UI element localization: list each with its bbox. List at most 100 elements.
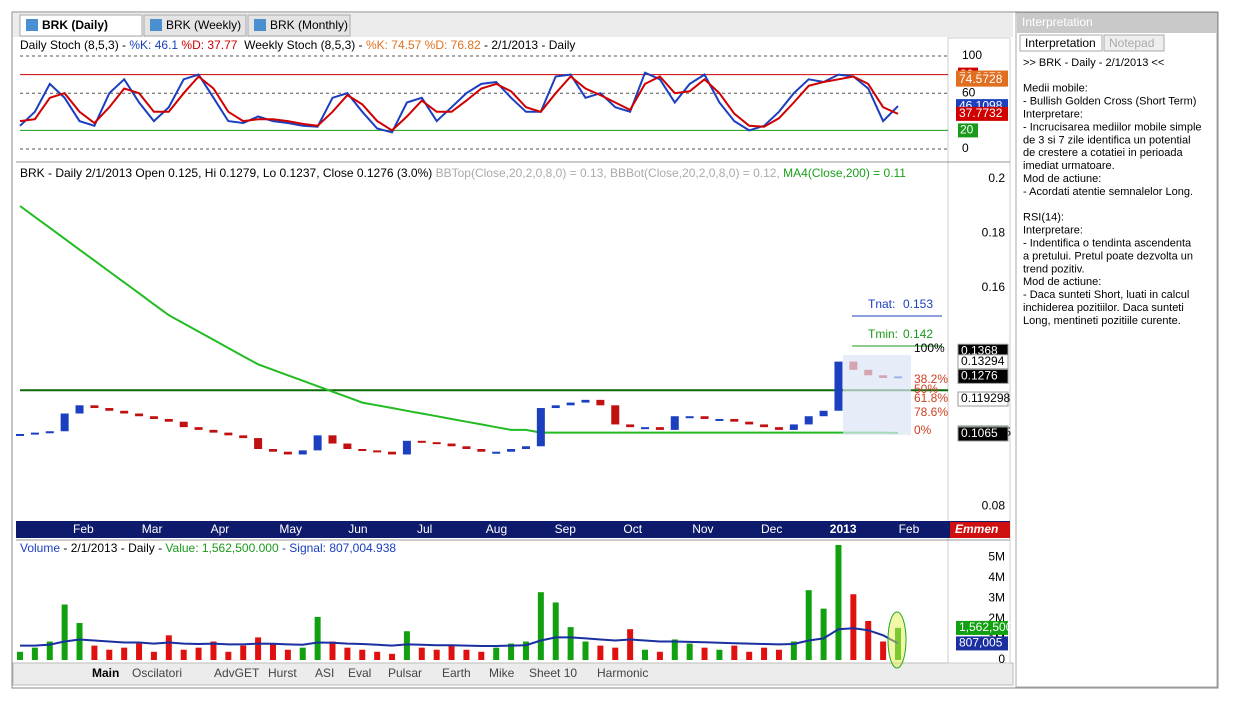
level-box: [958, 123, 978, 138]
panel-tab-label[interactable]: Notepad: [1109, 36, 1154, 50]
candle: [447, 443, 456, 447]
candle: [120, 410, 129, 414]
volume-bar: [731, 645, 738, 660]
brand-box: [950, 522, 1010, 538]
sheet-tab[interactable]: AdvGET: [214, 666, 260, 680]
candle: [30, 432, 39, 435]
interpretation-line: a pretului. Pretul poate dezvolta un: [1023, 250, 1193, 262]
candle: [373, 450, 382, 453]
y-tick-label: 0.2: [988, 171, 1005, 185]
panel-tab[interactable]: [1103, 34, 1165, 52]
interpretation-line: inchiderea pozitiilor. Daca sunteti: [1023, 302, 1184, 314]
signal-marker: [956, 636, 1008, 651]
candle: [90, 405, 99, 409]
candle: [789, 424, 798, 430]
fib-label: 0%: [914, 423, 932, 437]
volume-bar: [582, 641, 589, 660]
volume-bar: [299, 647, 306, 660]
sheet-tab[interactable]: Mike: [489, 666, 515, 680]
interpretation-line: - Incrucisarea mediilor mobile simple: [1023, 121, 1202, 133]
sheet-tab[interactable]: Main: [92, 666, 119, 680]
interpretation-line: Mod de actiune:: [1023, 173, 1101, 185]
header-segment: %D: 37.77: [178, 38, 238, 52]
y-tick-label: 3M: [988, 591, 1005, 605]
volume-bar: [508, 643, 515, 660]
candle: [700, 416, 709, 419]
interpretation-line: - Indentifica o tendinta ascendenta: [1023, 238, 1192, 250]
tab-label[interactable]: BRK (Weekly): [166, 18, 241, 32]
month-label: May: [279, 522, 302, 536]
volume-bar: [522, 641, 529, 660]
candle: [581, 399, 590, 403]
candle: [745, 421, 754, 425]
price-marker-label: 0.1065: [961, 426, 998, 440]
chart-tab[interactable]: [143, 14, 247, 37]
candle: [462, 446, 471, 449]
y-tick-label: 5M: [988, 549, 1005, 563]
volume-bar: [76, 623, 83, 660]
volume-bar: [790, 641, 797, 660]
volume-bar: [284, 649, 291, 660]
month-label: Feb: [899, 522, 920, 536]
candle: [760, 424, 769, 428]
volume-bar: [642, 649, 649, 660]
header-segment: MA4(Close,200) = 0.11: [783, 166, 906, 180]
candle: [75, 405, 84, 414]
sheet-tab[interactable]: Earth: [442, 666, 471, 680]
tab-icon: [26, 19, 38, 31]
price-marker-label: 0.1276: [961, 369, 998, 383]
interpretation-line: imediat urmatoare.: [1023, 160, 1115, 172]
candle: [224, 432, 233, 436]
candle: [16, 433, 24, 436]
sheet-tab[interactable]: ASI: [315, 666, 334, 680]
candle: [507, 449, 516, 452]
month-label: Jun: [348, 522, 367, 536]
chart-tab[interactable]: [19, 14, 143, 37]
sheet-tab[interactable]: Eval: [348, 666, 371, 680]
volume-bar: [150, 651, 157, 660]
month-label: Aug: [486, 522, 507, 536]
header-segment: Volume: [20, 541, 60, 555]
volume-bar: [403, 631, 410, 660]
interpretation-line: Long, mentineti pozitiile curente.: [1023, 315, 1181, 327]
volume-bar: [91, 645, 98, 660]
volume-bar: [716, 649, 723, 660]
header-segment: Weekly Stoch (8,5,3) -: [237, 38, 366, 52]
panel-tab[interactable]: [1019, 34, 1103, 52]
sheet-tab[interactable]: Harmonic: [597, 666, 648, 680]
y-tick-label: 0: [998, 652, 1005, 666]
sheet-tab[interactable]: Pulsar: [388, 666, 422, 680]
candle: [670, 416, 679, 430]
value-marker-label: 37.7732: [959, 106, 1003, 120]
volume-bar: [478, 651, 485, 660]
tab-label[interactable]: BRK (Monthly): [270, 18, 348, 32]
month-label: Mar: [142, 522, 163, 536]
volume-bar: [850, 594, 857, 660]
panel-tab-label[interactable]: Interpretation: [1025, 36, 1096, 50]
chart-tab[interactable]: [247, 14, 351, 37]
interpretation-line: de crestere a cotatiei in perioada: [1023, 147, 1183, 159]
level-label: 20: [960, 123, 974, 137]
candle: [626, 424, 635, 428]
stoch-line: [19, 75, 899, 132]
header-segment: %D: 76.82: [421, 38, 481, 52]
volume-bar: [418, 647, 425, 660]
month-label: Sep: [555, 522, 577, 536]
value-marker-label: 1,562,500: [959, 620, 1013, 634]
candle: [715, 418, 724, 421]
sheet-tab[interactable]: Hurst: [268, 666, 297, 680]
volume-bar: [597, 645, 604, 660]
signal-marker-label: 807,005: [959, 636, 1003, 650]
y-tick-label: 4M: [988, 570, 1005, 584]
header-segment: BBTop(Close,20,2,0,8,0) = 0.13, BBBot(Cl…: [436, 166, 784, 180]
sheet-tab[interactable]: Sheet 10: [529, 666, 577, 680]
volume-bar: [448, 645, 455, 660]
tab-label[interactable]: BRK (Daily): [42, 18, 108, 32]
y-tick-label: 60: [962, 85, 976, 99]
candle: [611, 405, 620, 425]
sheet-tab[interactable]: Oscilatori: [132, 666, 182, 680]
candle: [149, 416, 158, 419]
candle: [60, 413, 69, 432]
header-segment: Daily Stoch (8,5,3) -: [20, 38, 129, 52]
